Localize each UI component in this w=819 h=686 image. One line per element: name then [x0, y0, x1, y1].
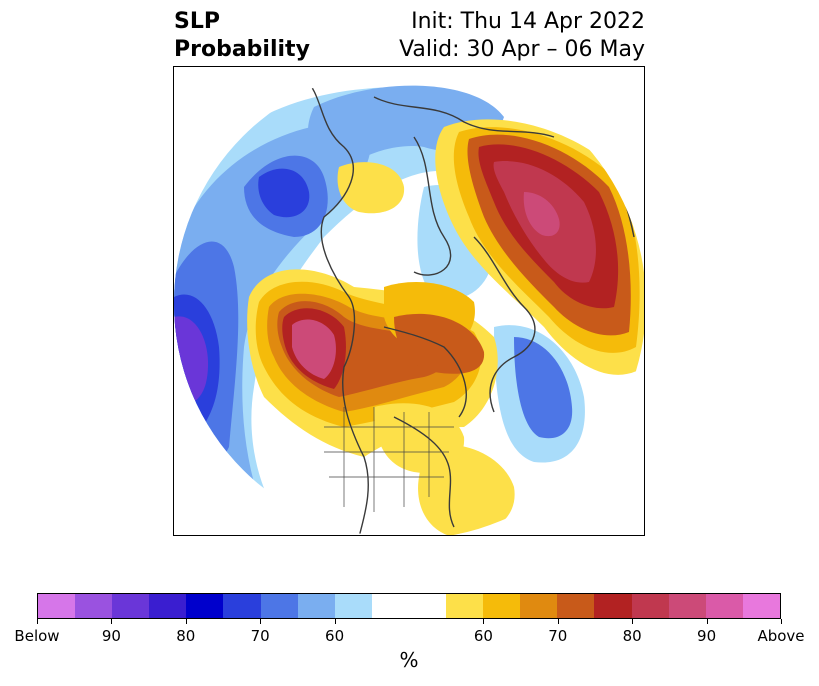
colorbar-segment	[594, 594, 632, 618]
colorbar-segment	[705, 594, 743, 618]
title-line-1: SLP	[174, 9, 220, 34]
chart-title: SLP Probability	[174, 8, 310, 64]
title-line-2: Probability	[174, 37, 310, 62]
above-region-north-canada	[394, 313, 485, 374]
colorbar	[37, 593, 781, 619]
above-region-us-east	[374, 403, 465, 473]
colorbar-segment	[742, 594, 780, 618]
colorbar-segment	[520, 594, 558, 618]
colorbar-tick-mark	[781, 619, 782, 624]
colorbar-tick-label: 90	[101, 627, 121, 645]
colorbar-tick-mark	[483, 619, 485, 624]
colorbar-segment	[371, 594, 409, 618]
colorbar-segment	[446, 594, 484, 618]
colorbar-segment	[408, 594, 447, 618]
colorbar-tick-label: 80	[176, 627, 196, 645]
colorbar-tick-mark	[632, 619, 634, 624]
below-region-alaska-core	[258, 168, 310, 218]
colorbar-tick-mark	[706, 619, 708, 624]
colorbar-segment	[260, 594, 298, 618]
colorbar-tick-mark	[557, 619, 559, 624]
colorbar-segment	[334, 594, 372, 618]
above-region-central-arctic	[337, 162, 405, 214]
colorbar-segment	[483, 594, 521, 618]
colorbar-tick-mark	[37, 619, 38, 624]
colorbar-segment	[631, 594, 669, 618]
colorbar-segment	[75, 594, 113, 618]
below-region-arctic	[307, 85, 504, 177]
above-region-eurasia-95	[523, 192, 560, 237]
colorbar-tick-label: 90	[697, 627, 717, 645]
colorbar-segment	[149, 594, 187, 618]
colorbar-tick-label: 60	[473, 627, 493, 645]
colorbar-tick-label: Below	[14, 627, 60, 645]
colorbar-segment	[186, 594, 224, 618]
colorbar-tick-label: 70	[250, 627, 270, 645]
colorbar-tick-mark	[185, 619, 187, 624]
colorbar-tick-label: 80	[622, 627, 642, 645]
colorbar-tick-label: 70	[548, 627, 568, 645]
probability-field	[174, 67, 644, 535]
colorbar-tick-label: Above	[757, 627, 805, 645]
above-region-na-90	[292, 319, 336, 379]
coastlines	[303, 76, 635, 535]
init-date: Init: Thu 14 Apr 2022	[411, 9, 645, 34]
colorbar-unit: %	[399, 648, 419, 672]
colorbar-segment	[557, 594, 595, 618]
colorbar-segment	[38, 594, 76, 618]
state-borders	[324, 407, 454, 512]
colorbar-segment	[112, 594, 150, 618]
below-region-atlantic-core	[514, 337, 573, 439]
valid-dates: Valid: 30 Apr – 06 May	[399, 37, 645, 62]
polar-map	[173, 66, 645, 536]
colorbar-tick-mark	[111, 619, 113, 624]
colorbar-segment	[297, 594, 335, 618]
map-svg	[174, 67, 644, 535]
colorbar-segment	[668, 594, 706, 618]
colorbar-tick-mark	[260, 619, 262, 624]
colorbar-tick-mark	[334, 619, 336, 624]
colorbar-segment	[223, 594, 261, 618]
forecast-dates: Init: Thu 14 Apr 2022 Valid: 30 Apr – 06…	[399, 8, 645, 64]
colorbar-tick-label: 60	[325, 627, 345, 645]
